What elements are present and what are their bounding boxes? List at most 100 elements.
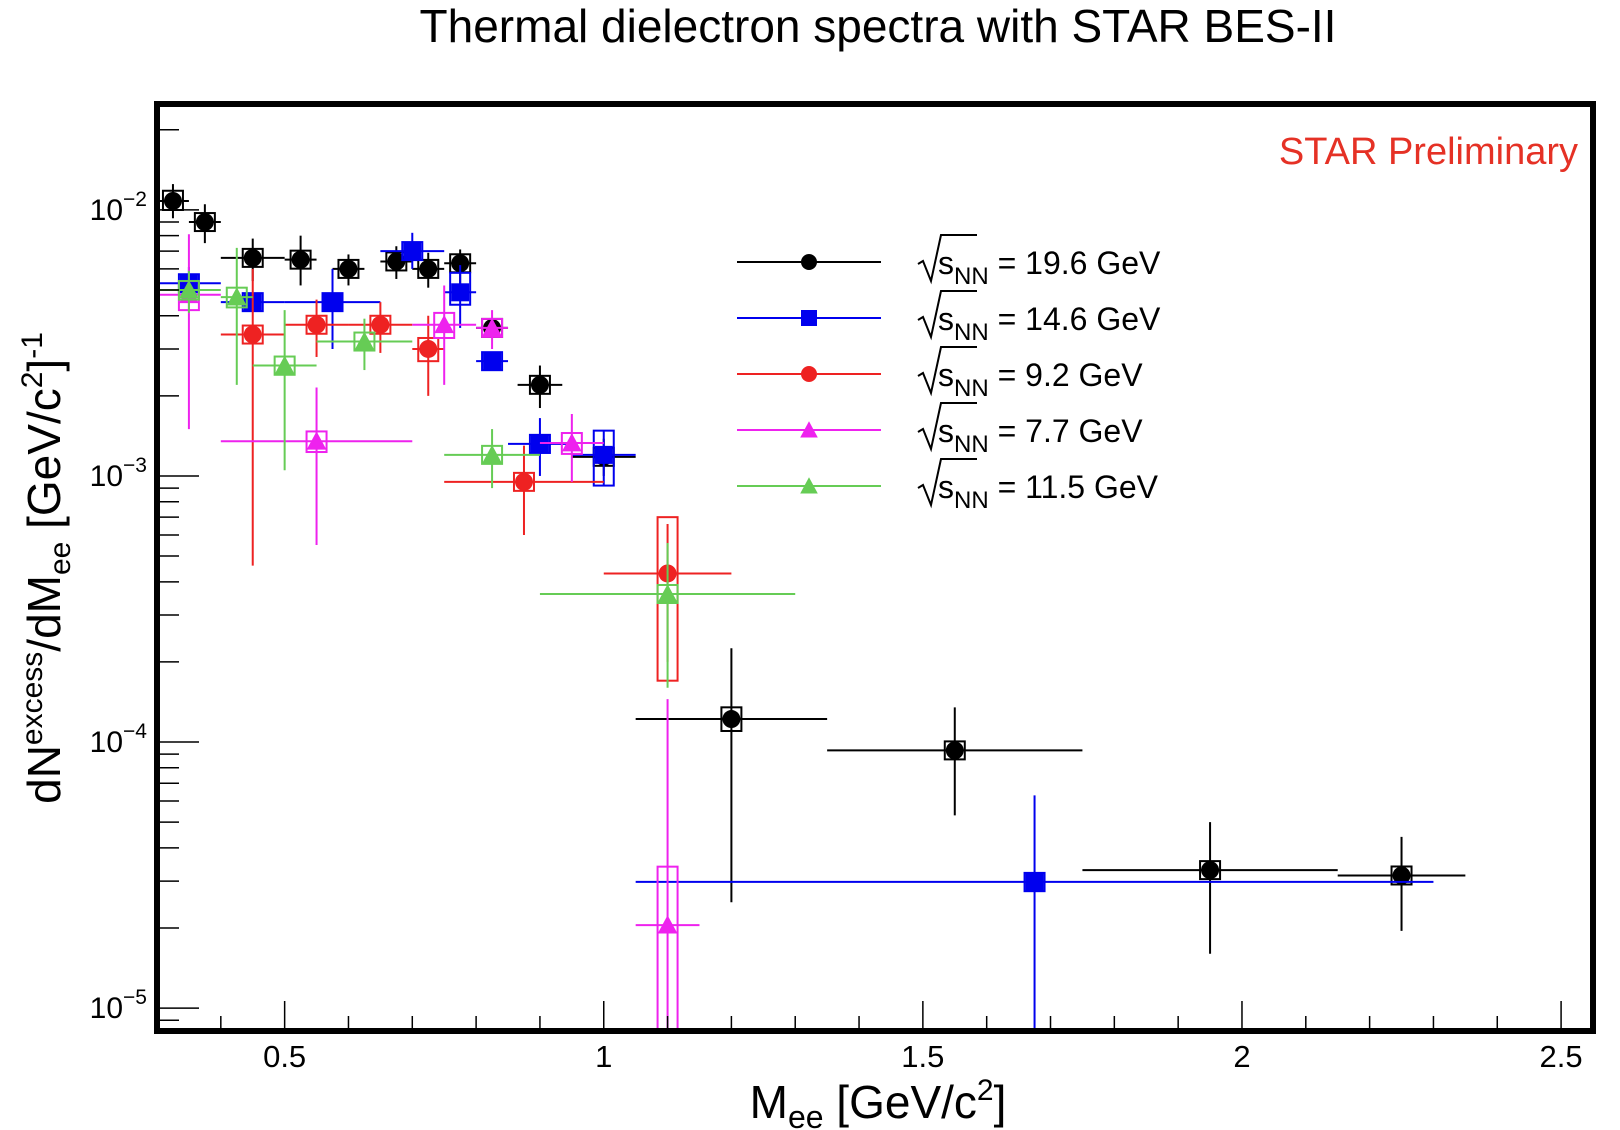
plot-area: [157, 184, 1466, 1033]
y-tick-label: 10−2: [90, 188, 147, 227]
y-label-unit-close: ]: [18, 359, 70, 372]
y-tick-label-exp: −5: [123, 986, 147, 1009]
legend-entry: sNN = 14.6 GeV: [737, 290, 1161, 346]
data-point-circle: [243, 248, 262, 267]
legend-label-s: s: [938, 301, 954, 337]
data-point-triangle: [354, 331, 375, 350]
data-point-square: [801, 310, 817, 326]
data-point-square: [594, 445, 613, 464]
data-point-circle: [371, 315, 390, 334]
legend-label-value: = 14.6 GeV: [989, 301, 1161, 337]
y-label-base: dN: [18, 745, 70, 804]
legend-label: sNN = 19.6 GeV: [938, 245, 1161, 290]
legend-label-s: s: [938, 413, 954, 449]
x-tick-label: 2.5: [1540, 1039, 1583, 1074]
data-point-square: [403, 242, 422, 261]
plot-frame: [154, 101, 1596, 1034]
data-point-triangle: [434, 314, 455, 334]
data-point-square: [451, 283, 470, 302]
data-point-triangle: [274, 355, 295, 374]
y-label-unit: [GeV/c: [18, 388, 70, 541]
legend-label: sNN = 11.5 GeV: [938, 469, 1159, 514]
legend-label-sub: NN: [954, 431, 989, 458]
legend-entry: sNN = 7.7 GeV: [737, 402, 1143, 458]
legend-label-sub: NN: [954, 319, 989, 346]
legend-label-value: = 11.5 GeV: [989, 469, 1159, 505]
data-point-triangle: [482, 318, 502, 337]
y-tick-label: 10−4: [90, 720, 148, 759]
y-label-unit-exp: -1: [16, 332, 49, 359]
data-point-triangle: [657, 584, 678, 603]
legend-sqrt-symbol: [917, 234, 977, 285]
axes: 0.5 1 1.5 2 2.510−210−310−410−5: [90, 129, 1583, 1074]
data-point-square: [323, 293, 342, 312]
data-point-square: [1025, 872, 1044, 891]
legend-label: sNN = 14.6 GeV: [938, 301, 1161, 346]
series-group: [157, 184, 1466, 954]
legend-sqrt-symbol: [917, 458, 977, 509]
data-point-circle: [419, 339, 438, 358]
data-point-circle: [530, 375, 549, 394]
chart-title: Thermal dielectron spectra with STAR BES…: [420, 0, 1337, 52]
y-tick-label-exp: −3: [123, 454, 147, 477]
data-point-circle: [291, 250, 310, 269]
x-tick-label: 1: [595, 1039, 612, 1074]
legend-label: sNN = 7.7 GeV: [938, 413, 1143, 458]
data-point-circle: [419, 259, 438, 278]
y-tick-label-base: 10: [90, 992, 123, 1025]
legend-label-s: s: [938, 245, 954, 281]
legend-label-value: = 7.7 GeV: [989, 413, 1144, 449]
legend-entry: sNN = 9.2 GeV: [737, 346, 1143, 402]
data-point-triangle: [179, 280, 199, 299]
legend-label-value: = 9.2 GeV: [989, 357, 1144, 393]
y-tick-label-exp: −4: [123, 720, 147, 743]
y-tick-label-base: 10: [90, 194, 123, 227]
legend-label-sub: NN: [954, 263, 989, 290]
data-point-triangle: [561, 433, 582, 452]
y-label-unit-sup: 2: [16, 372, 49, 389]
data-point-triangle: [657, 915, 678, 934]
data-point-circle: [722, 710, 741, 729]
legend-entry: sNN = 19.6 GeV: [737, 234, 1161, 290]
data-point-triangle: [800, 477, 818, 494]
series-group: [157, 232, 1434, 1031]
data-point-triangle: [800, 421, 818, 438]
legend-sqrt-symbol: [917, 402, 977, 453]
data-point-circle: [1201, 861, 1220, 880]
data-point-circle: [163, 191, 182, 210]
legend-label-s: s: [938, 469, 954, 505]
y-tick-label-base: 10: [90, 460, 123, 493]
data-point-triangle: [306, 431, 327, 450]
data-point-circle: [801, 254, 817, 270]
legend-label-sub: NN: [954, 375, 989, 402]
legend-sqrt-symbol: [917, 346, 977, 397]
legend-label-sub: NN: [954, 487, 989, 514]
y-label-mid: /dM: [18, 575, 70, 652]
y-label-sup: excess: [16, 652, 49, 745]
y-label-sub: ee: [44, 542, 77, 575]
x-label-unit-sup: 2: [977, 1074, 994, 1107]
x-label-unit-close: ]: [994, 1076, 1007, 1128]
data-point-circle: [1392, 866, 1411, 885]
data-point-triangle: [482, 444, 502, 464]
legend-label: sNN = 9.2 GeV: [938, 357, 1143, 402]
y-axis-label: dNexcess/dMee [GeV/c2]-1: [16, 332, 77, 804]
legend-label-s: s: [938, 357, 954, 393]
legend-label-value: = 19.6 GeV: [989, 245, 1161, 281]
x-tick-label: 2: [1233, 1039, 1250, 1074]
x-label-sub: ee: [788, 1099, 824, 1130]
x-tick-label: 0.5: [263, 1039, 306, 1074]
data-point-circle: [945, 741, 964, 760]
series-group: [157, 234, 700, 1033]
y-tick-label-exp: −2: [123, 188, 147, 211]
x-label-unit: [GeV/c: [824, 1076, 977, 1128]
x-label-base: M: [750, 1076, 788, 1128]
data-point-circle: [514, 472, 533, 491]
y-tick-label: 10−3: [90, 454, 147, 493]
x-axis-label: Mee [GeV/c2]: [750, 1074, 1007, 1130]
y-tick-label: 10−5: [90, 986, 147, 1025]
data-point-triangle: [226, 287, 247, 306]
legend-entry: sNN = 11.5 GeV: [737, 458, 1159, 514]
